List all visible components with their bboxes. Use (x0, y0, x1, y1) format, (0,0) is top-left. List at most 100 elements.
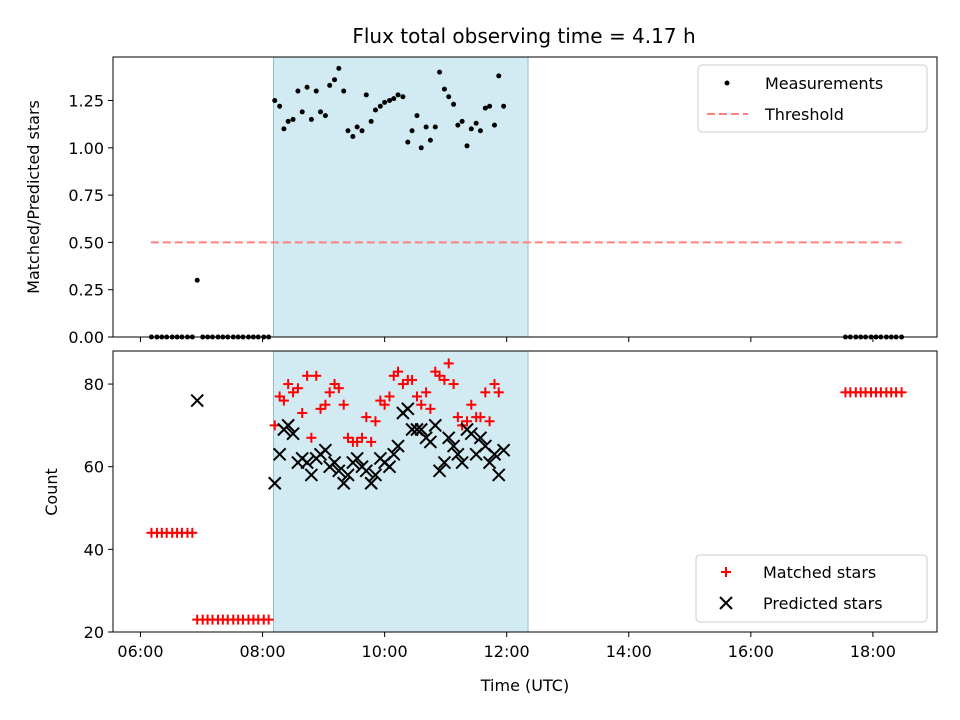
matched-star-point (439, 374, 450, 385)
legend-matched-marker (721, 567, 731, 577)
measurement-point (285, 118, 291, 124)
matched-star-point (379, 399, 390, 410)
matched-star-point (366, 436, 377, 447)
measurement-point (455, 122, 461, 128)
measurement-point (341, 88, 347, 94)
predicted-star-point (414, 422, 428, 437)
matched-star-point (489, 379, 500, 390)
measurement-point (432, 124, 438, 130)
bottom-panel-y-label: Count (42, 468, 61, 516)
bottom-panel-y-axis: 20 40 60 80 (84, 375, 113, 642)
y-tick-label: 0.25 (68, 281, 104, 300)
x-axis-label: Time (UTC) (480, 676, 569, 695)
matched-star-point (306, 432, 317, 443)
predicted-star-point (318, 443, 333, 457)
predicted-star-point (272, 447, 287, 462)
predicted-star-point (387, 447, 401, 462)
measurement-point (441, 86, 447, 92)
matched-star-point (443, 358, 454, 369)
observing-window-bottom (273, 350, 529, 633)
measurement-point (372, 107, 378, 113)
matched-star-point (411, 391, 422, 402)
measurement-point (459, 118, 465, 124)
predicted-star-point (401, 402, 415, 416)
x-tick-label: 12:00 (484, 642, 530, 661)
y-tick-label: 20 (84, 623, 104, 642)
x-tick-label: 06:00 (117, 642, 163, 661)
matched-star-point (462, 416, 473, 427)
predicted-star-point (350, 451, 364, 466)
measurement-point (281, 126, 287, 132)
measurement-point (386, 98, 392, 104)
legend-predicted-label: Predicted stars (763, 594, 883, 613)
measurement-point (354, 124, 360, 130)
matched-star-point (278, 395, 289, 406)
measurement-point (405, 139, 411, 145)
measurement-point (327, 82, 333, 88)
measurement-point (451, 101, 457, 107)
measurement-point (501, 103, 507, 109)
measurement-point (272, 98, 278, 104)
measurement-point (437, 69, 443, 75)
x-tick-label: 16:00 (728, 642, 774, 661)
predicted-star-point (492, 468, 506, 482)
x-tick-label: 18:00 (850, 642, 896, 661)
measurement-point (409, 128, 415, 134)
top-legend-box (697, 64, 928, 133)
predicted-star-point (446, 439, 461, 453)
matched-star-point (421, 387, 432, 398)
predicted-star-point (451, 447, 465, 462)
predicted-star-point (368, 468, 383, 482)
predicted-star-point (482, 455, 497, 470)
bottom-panel-x-axis: 06:00 08:00 10:00 12:00 14:00 16:00 18:00 (117, 632, 896, 661)
top-panel-x-ticks (139, 337, 874, 342)
measurement-point (446, 94, 452, 100)
predicted-star-point (437, 455, 452, 470)
predicted-star-point (268, 476, 282, 490)
top-panel-y-axis: 0.00 0.25 0.50 0.75 1.00 1.25 (68, 92, 113, 347)
measurement-point (290, 116, 296, 122)
measurement-point (477, 128, 483, 134)
matched-star-point (384, 391, 395, 402)
predicted-star-point (391, 439, 405, 453)
measurement-point (395, 92, 401, 98)
measurement-point (487, 103, 493, 109)
predicted-star-point (281, 418, 295, 433)
y-tick-label: 0.00 (68, 328, 104, 347)
predicted-star-point (190, 393, 204, 408)
matched-star-point (187, 527, 198, 538)
matched-star-point (484, 416, 495, 427)
x-tick-label: 08:00 (239, 642, 285, 661)
matched-star-point (333, 383, 344, 394)
matched-star-point (466, 399, 477, 410)
measurement-point (377, 103, 383, 109)
matched-star-point (416, 399, 427, 410)
measurement-point (382, 99, 388, 105)
top-panel-y-label: Matched/Predicted stars (24, 100, 43, 294)
bottom-legend: Matched stars Predicted stars (695, 554, 928, 623)
predicted-star-point (428, 418, 442, 433)
measurement-point (332, 77, 338, 83)
top-panel-frame (112, 56, 938, 338)
predicted-star-point (487, 447, 502, 462)
predicted-star-point (432, 464, 447, 478)
predicted-star-point (423, 435, 438, 449)
y-tick-label: 0.75 (68, 186, 104, 205)
measurement-point (468, 126, 474, 132)
measurement-point (304, 84, 310, 90)
top-panel: 0.00 0.25 0.50 0.75 1.00 1.25 Matched/Predict… (24, 56, 938, 347)
predicted-star-point (341, 468, 355, 482)
measurement-point (194, 277, 200, 283)
predicted-star-point (464, 426, 478, 441)
matched-star-point (302, 370, 313, 381)
matched-star-point (311, 370, 322, 381)
measurement-point (295, 88, 301, 94)
measurement-point (414, 113, 420, 119)
legend-measurements-label: Measurements (765, 74, 883, 93)
measurement-point (359, 128, 365, 134)
matched-star-point (480, 387, 491, 398)
observing-window-top (273, 56, 529, 338)
legend-threshold-label: Threshold (764, 105, 844, 124)
predicted-star-point (286, 426, 300, 441)
